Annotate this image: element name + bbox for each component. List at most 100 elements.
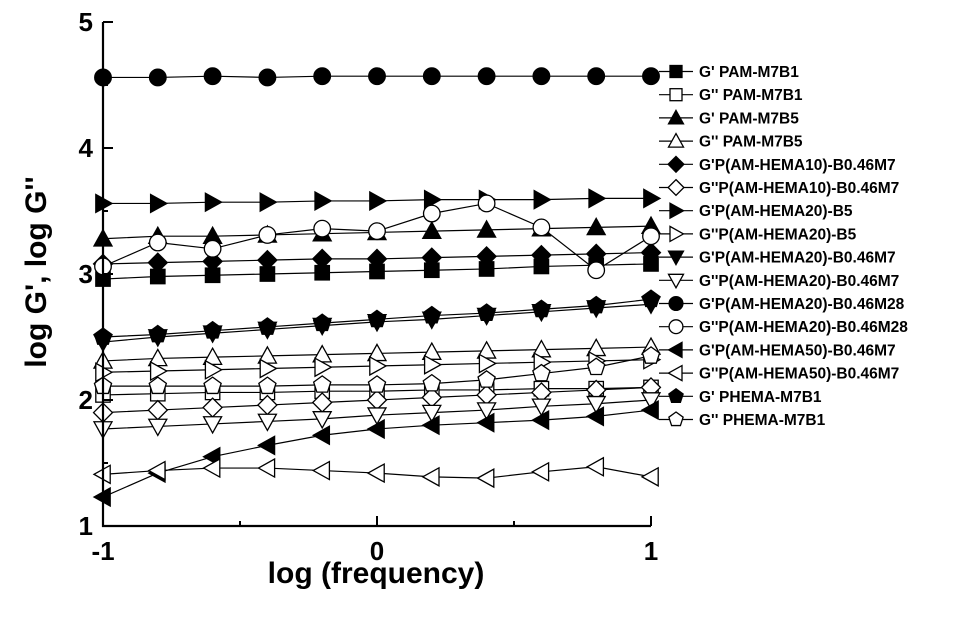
legend-item: G''P(AM-HEMA20)-B0.46M28	[659, 319, 908, 336]
axes	[101, 21, 652, 528]
legend-label: G' PHEMA-M7B1	[699, 389, 822, 406]
legend-marker	[668, 387, 684, 404]
data-point	[642, 67, 660, 86]
series-15	[93, 289, 661, 345]
data-point	[421, 415, 440, 436]
legend-label: G'P(AM-HEMA50)-B0.46M7	[699, 342, 896, 359]
data-point	[259, 192, 278, 213]
data-point	[586, 217, 607, 236]
data-point	[532, 363, 551, 382]
series-12	[94, 194, 660, 280]
data-point	[369, 190, 388, 212]
data-point	[586, 295, 606, 314]
data-point	[147, 460, 166, 481]
series-14	[92, 456, 659, 489]
data-point	[367, 309, 387, 328]
data-point	[640, 399, 659, 421]
data-point	[149, 360, 169, 382]
data-point	[532, 218, 551, 237]
legend-label: G' PAM-M7B5	[699, 110, 799, 127]
series-16	[93, 346, 661, 395]
data-point	[202, 457, 221, 479]
data-point	[369, 355, 388, 377]
series-10	[92, 392, 662, 440]
data-point	[423, 354, 443, 375]
legend-label: G'P(AM-HEMA20)-B5	[699, 203, 853, 220]
data-point	[586, 357, 606, 376]
data-point	[313, 219, 332, 238]
data-point	[640, 242, 662, 263]
data-point	[421, 220, 442, 240]
legend-item: G'P(AM-HEMA20)-B0.46M28	[659, 295, 905, 313]
data-point	[586, 395, 607, 415]
legend-item: G''P(AM-HEMA20)-B5	[659, 225, 857, 243]
data-point	[148, 233, 167, 252]
data-point	[148, 68, 167, 87]
legend-item: G'' PAM-M7B1	[659, 87, 803, 104]
legend-marker	[667, 364, 683, 382]
data-point	[203, 320, 222, 339]
data-point	[147, 418, 168, 437]
y-tick-label: 1	[79, 511, 93, 541]
data-point	[641, 289, 661, 308]
legend-item: G'P(AM-HEMA50)-B0.46M7	[659, 341, 896, 359]
data-point	[422, 204, 441, 223]
legend-label: G''P(AM-HEMA50)-B0.46M7	[699, 366, 899, 383]
data-point	[258, 317, 277, 335]
series-7	[95, 188, 662, 214]
legend-marker	[669, 202, 685, 220]
legend: G' PAM-M7B1 G'' PAM-M7B1 G' PAM-M7B5 G'' PA…	[659, 64, 908, 429]
data-point	[422, 67, 441, 86]
series-11	[94, 67, 660, 87]
legend-label: G''P(AM-HEMA20)-B5	[699, 226, 857, 243]
data-point	[533, 189, 552, 210]
x-axis-title: log (frequency)	[268, 557, 485, 590]
legend-item: G''P(AM-HEMA20)-B0.46M7	[659, 273, 899, 290]
legend-marker	[668, 319, 684, 335]
data-point	[642, 227, 660, 246]
data-point	[477, 194, 496, 213]
legend-item: G''P(AM-HEMA10)-B0.46M7	[659, 178, 899, 197]
data-point	[257, 249, 278, 271]
data-point	[532, 299, 551, 318]
data-point	[149, 193, 169, 214]
data-point	[366, 462, 385, 484]
legend-label: G''P(AM-HEMA10)-B0.46M7	[699, 180, 899, 197]
legend-label: G''P(AM-HEMA20)-B0.46M7	[699, 273, 899, 290]
legend-label: G'P(AM-HEMA20)-B0.46M28	[699, 296, 905, 313]
data-point	[587, 261, 606, 280]
legend-marker	[667, 155, 685, 174]
data-point	[202, 416, 223, 435]
data-point	[257, 435, 276, 456]
data-point	[312, 313, 332, 332]
data-point	[423, 189, 443, 210]
data-point	[366, 248, 388, 270]
data-point	[203, 67, 222, 86]
y-tick-label: 4	[79, 133, 94, 163]
data-point	[257, 457, 276, 479]
data-point	[258, 226, 277, 244]
data-point	[148, 324, 168, 343]
data-point	[311, 248, 333, 270]
data-point	[585, 456, 605, 477]
legend-item: G'' PAM-M7B5	[659, 132, 803, 151]
data-point	[366, 407, 388, 426]
data-point	[312, 375, 332, 393]
y-axis-title: log G', log G''	[20, 176, 53, 367]
plot-series	[92, 67, 662, 508]
legend-marker	[668, 295, 684, 312]
legend-marker	[667, 341, 683, 359]
data-point	[477, 370, 496, 388]
data-point	[643, 188, 662, 209]
legend-item: G'P(AM-HEMA20)-B5	[659, 202, 853, 220]
data-point	[476, 245, 497, 267]
data-point	[367, 375, 387, 393]
data-point	[588, 188, 607, 209]
legend-item: G' PHEMA-M7B1	[659, 387, 822, 406]
data-point	[311, 425, 331, 446]
data-point	[311, 460, 331, 481]
data-point	[259, 358, 278, 379]
legend-label: G'P(AM-HEMA10)-B0.46M7	[699, 157, 896, 174]
legend-marker	[667, 109, 685, 125]
